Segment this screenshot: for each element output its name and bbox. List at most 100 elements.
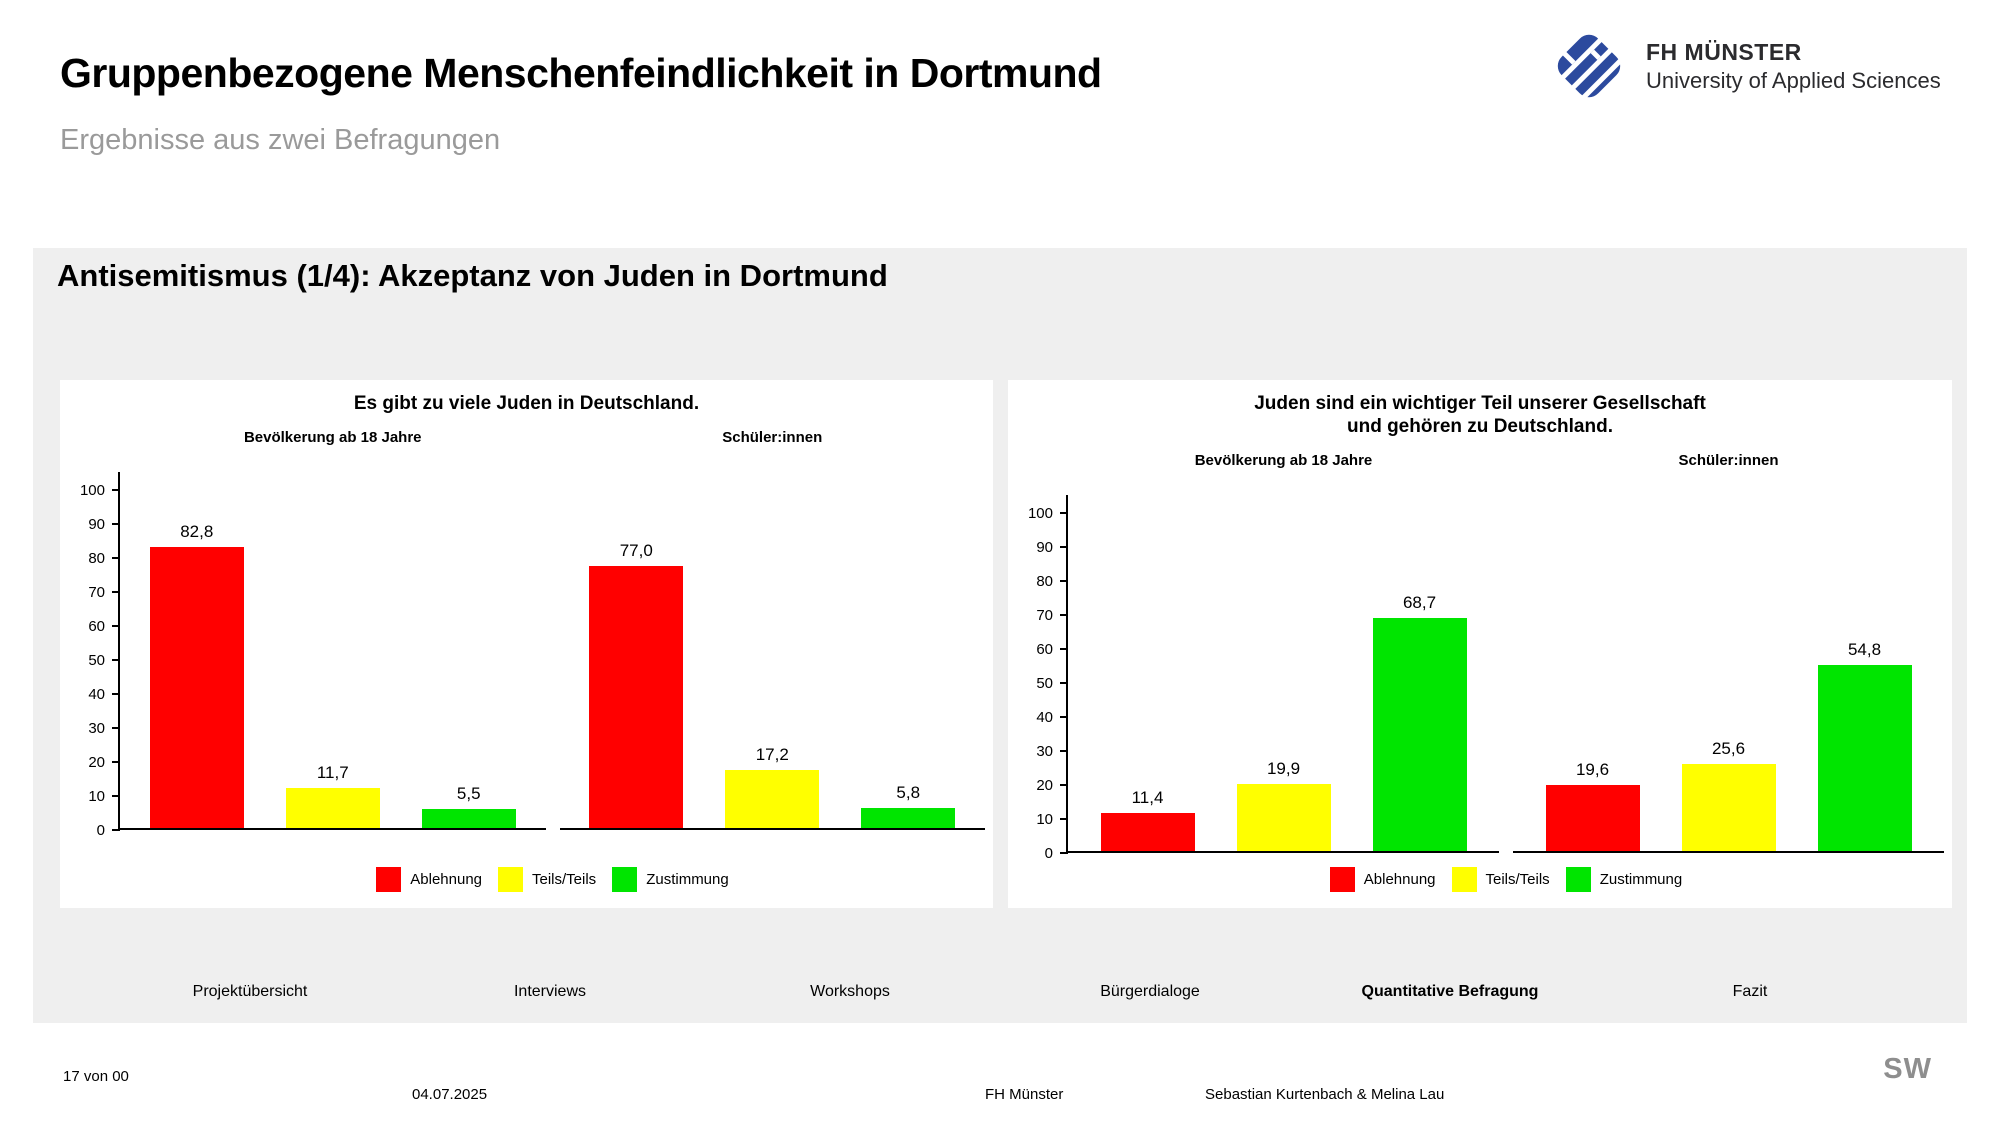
bar-value-label: 68,7 [1402,592,1437,612]
bar-teilsteils [285,788,380,829]
bar-zustimmung [1372,617,1467,852]
y-tick-label: 0 [1044,845,1053,863]
page-subtitle: Ergebnisse aus zwei Befragungen [60,124,501,156]
y-tick [112,523,120,526]
chart-title: Juden sind ein wichtiger Teil unserer Ge… [1008,392,1952,438]
y-tick [112,659,120,662]
bar-group: 11,4 19,9 68,7 [1068,473,1499,852]
nav-item-interviews[interactable]: Interviews [513,983,587,1000]
y-tick-label: 90 [1036,539,1053,557]
y-tick-label: 50 [88,652,105,670]
legend-item: Teils/Teils [1451,867,1550,892]
facet-label: Bevölkerung ab 18 Jahre [1194,452,1373,470]
legend-swatch-icon [1451,867,1477,892]
y-tick-label: 10 [88,788,105,806]
facet-labels: Bevölkerung ab 18 Jahre Schüler:innen [1068,452,1944,469]
page-number: 17 von 00 [63,1068,129,1085]
bar-value-label: 11,4 [1131,787,1164,807]
x-axis-line [559,828,985,831]
y-tick [1060,614,1068,617]
y-tick [112,557,120,560]
content-section: Antisemitismus (1/4): Akzeptanz von Jude… [33,248,1967,1023]
bar-with-label: 19,9 [1236,473,1331,852]
chart-panel-left: Es gibt zu viele Juden in Deutschland. Be… [60,380,993,908]
legend-item: Zustimmung [612,867,729,892]
bar-with-label: 77,0 [589,450,684,829]
nav-item-fazit[interactable]: Fazit [1732,983,1768,1000]
facet-label: Schüler:innen [722,429,823,447]
plot-area: 0 10 20 30 40 50 60 70 80 90 100 82,8 11,7 5,5 77,0 17,… [68,450,986,839]
fh-muenster-logo-text: FH MÜNSTER University of Applied Science… [1646,38,1941,94]
bar-with-label: 82,8 [149,450,244,829]
bar-with-label: 5,5 [421,450,516,829]
y-tick [1060,546,1068,549]
fh-muenster-logo: FH MÜNSTER University of Applied Science… [1548,28,1941,104]
chart-title-line: Juden sind ein wichtiger Teil unserer Ge… [1254,393,1706,414]
legend-label: Zustimmung [646,871,729,888]
facet-labels: Bevölkerung ab 18 Jahre Schüler:innen [120,429,985,446]
y-tick [112,625,120,628]
chart-title: Es gibt zu viele Juden in Deutschland. [60,392,993,415]
y-tick-label: 0 [96,822,105,840]
bar-value-label: 5,8 [896,783,921,803]
nav-item-quantitative-befragung[interactable]: Quantitative Befragung [1361,983,1539,1000]
bar-ablehnung [1545,784,1640,852]
bar-value-label: 17,2 [755,744,789,764]
bar-with-label: 11,4 [1100,473,1195,852]
chart-panel-right: Juden sind ein wichtiger Teil unserer Ge… [1008,380,1952,908]
facet-1: 82,8 11,7 5,5 [120,450,546,831]
fh-muenster-logo-icon [1557,34,1626,103]
y-tick [1060,750,1068,753]
y-tick [1060,818,1068,821]
section-heading: Antisemitismus (1/4): Akzeptanz von Jude… [57,258,888,293]
y-axis-line [118,472,120,831]
y-tick-label: 40 [1036,709,1053,727]
chart-legend: Ablehnung Teils/Teils Zustimmung [120,867,985,892]
facet-1: 11,4 19,9 68,7 [1068,473,1499,854]
bar-group: 82,8 11,7 5,5 [120,450,546,829]
bar-group: 19,6 25,6 54,8 [1513,473,1944,852]
y-tick [112,727,120,730]
facet-2: 77,0 17,2 5,8 [559,450,986,831]
bar-with-label: 54,8 [1817,473,1912,852]
bar-with-label: 25,6 [1681,473,1776,852]
bar-with-label: 68,7 [1372,473,1467,852]
bar-teilsteils [1681,764,1776,852]
bar-group: 77,0 17,2 5,8 [560,450,986,829]
footer: 17 von 00 04.07.2025 FH Münster Sebastia… [0,1023,2000,1125]
bar-teilsteils [725,769,820,829]
y-tick-label: 50 [1036,675,1053,693]
chart: Juden sind ein wichtiger Teil unserer Ge… [1008,380,1952,908]
y-tick [1060,648,1068,651]
nav-item-workshops[interactable]: Workshops [810,983,890,1000]
y-tick-label: 20 [88,754,105,772]
y-tick [1060,784,1068,787]
y-tick-label: 30 [1036,743,1053,761]
y-tick [1060,580,1068,583]
y-tick-label: 90 [88,516,105,534]
nav-item-buergerdialoge[interactable]: Bürgerdialoge [1100,983,1200,1000]
bar-with-label: 17,2 [725,450,820,829]
facet-2: 19,6 25,6 54,8 [1513,473,1944,854]
x-axis-line [1068,851,1499,854]
y-tick-label: 80 [88,550,105,568]
y-tick-label: 20 [1036,777,1053,795]
facet-label: Bevölkerung ab 18 Jahre [243,429,422,447]
y-tick-label: 70 [1036,607,1053,625]
slide-nav: Projektübersicht Interviews Workshops Bü… [100,983,1900,1001]
y-tick [112,489,120,492]
bar-value-label: 25,6 [1711,739,1746,759]
y-tick [1060,682,1068,685]
legend-label: Teils/Teils [1485,871,1550,888]
logo-subname: University of Applied Sciences [1646,67,1941,93]
bar-teilsteils [1236,783,1331,852]
y-tick [112,829,120,832]
y-tick-label: 30 [88,720,105,738]
legend-swatch-icon [1565,867,1591,892]
nav-item-projektuebersicht[interactable]: Projektübersicht [192,983,308,1000]
legend-item: Teils/Teils [498,867,596,892]
y-tick [1060,716,1068,719]
y-tick-label: 60 [1036,641,1053,659]
bar-value-label: 19,6 [1575,759,1610,779]
